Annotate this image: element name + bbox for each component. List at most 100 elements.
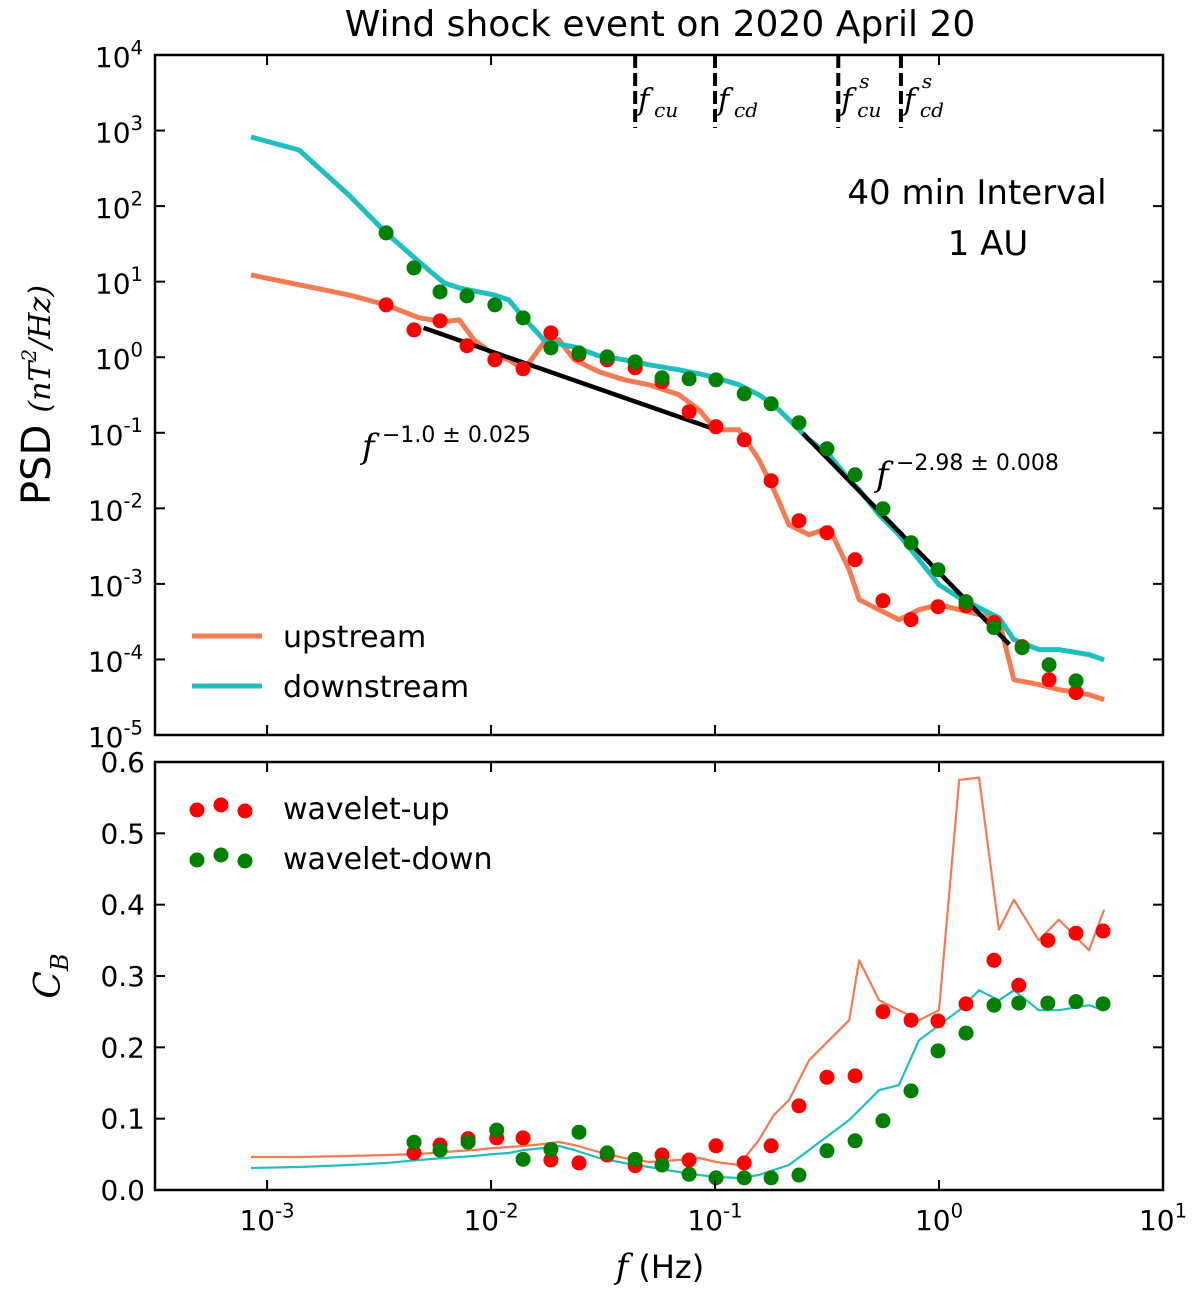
data-point — [487, 352, 503, 368]
data-point — [875, 1004, 891, 1020]
label-part: PSD — [14, 425, 60, 505]
label-part: B — [46, 953, 74, 972]
data-point — [903, 612, 919, 628]
data-point — [627, 1151, 643, 1167]
data-point — [599, 1145, 615, 1161]
label-part: /Hz) — [23, 285, 58, 352]
data-point — [1068, 673, 1084, 689]
data-point — [543, 340, 559, 356]
data-point — [459, 338, 475, 354]
data-point — [1011, 995, 1027, 1011]
data-point — [847, 1133, 863, 1149]
data-point — [763, 396, 779, 412]
data-point — [627, 354, 643, 370]
legend-swatch — [237, 853, 253, 869]
data-point — [1068, 994, 1084, 1010]
data-point — [681, 1152, 697, 1168]
data-point — [406, 322, 422, 338]
data-point — [515, 310, 531, 326]
data-point — [708, 372, 724, 388]
marker-label: f — [636, 83, 654, 118]
series-line — [250, 134, 1105, 663]
legend-swatch — [213, 847, 229, 863]
data-point — [489, 1122, 505, 1138]
data-point — [487, 297, 503, 313]
data-point — [847, 552, 863, 568]
data-point — [1040, 932, 1056, 948]
y-tick-label: 10-1 — [88, 414, 143, 452]
data-point — [432, 1142, 448, 1158]
fit-label: −2.98 ± 0.008 — [896, 451, 1059, 476]
data-point — [791, 1098, 807, 1114]
fit-label: f — [873, 455, 894, 495]
plot-frame — [153, 53, 1165, 737]
data-point — [1041, 672, 1057, 688]
annotation: 1 AU — [948, 224, 1029, 264]
series-line — [251, 776, 1106, 1167]
data-point — [903, 1012, 919, 1028]
marker-label: cd — [920, 98, 944, 122]
y-tick-label: 0.1 — [100, 1103, 145, 1136]
marker-label: f — [716, 83, 734, 118]
data-point — [460, 1134, 476, 1150]
data-point — [875, 1113, 891, 1129]
data-point — [1095, 996, 1111, 1012]
data-point — [791, 1167, 807, 1183]
data-point — [406, 1134, 422, 1150]
data-point — [958, 1025, 974, 1041]
data-point — [681, 371, 697, 387]
data-point — [708, 1170, 724, 1186]
x-tick-label: 101 — [1139, 1199, 1187, 1237]
data-point — [958, 594, 974, 610]
marker-label: cu — [654, 98, 678, 122]
y-tick-label: 102 — [95, 188, 143, 226]
x-tick-label: 10-2 — [463, 1199, 518, 1237]
data-point — [930, 599, 946, 615]
marker-label: f — [902, 83, 920, 118]
data-point — [819, 441, 835, 457]
data-point — [847, 1068, 863, 1084]
marker-label: s — [922, 69, 932, 93]
chart-title: Wind shock event on 2020 April 20 — [345, 4, 975, 45]
label-part: (Hz) — [638, 1248, 704, 1286]
marker-label: s — [859, 69, 869, 93]
data-point — [986, 620, 1002, 636]
y-tick-label: 10-3 — [88, 565, 143, 603]
y-tick-label: 10-5 — [88, 716, 143, 754]
y-tick-label: 0.5 — [100, 817, 145, 850]
data-point — [681, 404, 697, 420]
data-point — [930, 562, 946, 578]
label-part: f — [613, 1247, 634, 1287]
data-point — [543, 1141, 559, 1157]
data-point — [1068, 685, 1084, 701]
data-point — [763, 1170, 779, 1186]
label-part: 2 — [17, 349, 41, 363]
data-point — [986, 997, 1002, 1013]
y-tick-label: 0.4 — [100, 889, 145, 922]
data-point — [708, 419, 724, 435]
x-tick-label: 10-3 — [239, 1199, 294, 1237]
y-tick-label: 0.3 — [100, 960, 145, 993]
data-point — [986, 952, 1002, 968]
data-point — [1041, 657, 1057, 673]
legend-swatch — [213, 797, 229, 813]
marker-label: cu — [857, 98, 881, 122]
data-point — [791, 415, 807, 431]
y-tick-label: 103 — [95, 112, 143, 150]
data-point — [736, 1155, 752, 1171]
data-point — [819, 1069, 835, 1085]
x-tick-label: 100 — [915, 1199, 963, 1237]
y-tick-label: 0.2 — [100, 1031, 145, 1064]
data-point — [515, 1151, 531, 1167]
y-tick-label: 101 — [95, 263, 143, 301]
data-point — [1095, 923, 1111, 939]
legend-label: wavelet-up — [283, 792, 450, 827]
data-point — [791, 513, 807, 529]
data-point — [571, 1155, 587, 1171]
data-point — [515, 361, 531, 377]
data-point — [378, 225, 394, 241]
y-axis-label: CB — [28, 953, 74, 998]
data-point — [378, 297, 394, 313]
fit-label: f — [359, 427, 380, 467]
data-point — [708, 1138, 724, 1154]
